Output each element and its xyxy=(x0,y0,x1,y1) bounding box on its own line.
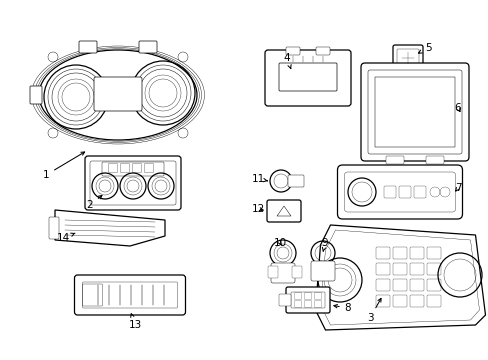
FancyBboxPatch shape xyxy=(270,263,294,283)
FancyBboxPatch shape xyxy=(139,41,157,53)
FancyBboxPatch shape xyxy=(266,200,301,222)
FancyBboxPatch shape xyxy=(79,41,97,53)
Text: 10: 10 xyxy=(273,238,286,248)
Text: 6: 6 xyxy=(454,103,460,113)
FancyBboxPatch shape xyxy=(30,86,42,104)
Text: 5: 5 xyxy=(418,43,430,53)
FancyBboxPatch shape xyxy=(264,50,350,106)
Text: 8: 8 xyxy=(333,303,350,313)
Text: 7: 7 xyxy=(454,183,460,193)
FancyBboxPatch shape xyxy=(425,156,443,164)
FancyBboxPatch shape xyxy=(49,217,59,239)
FancyBboxPatch shape xyxy=(85,156,181,210)
FancyBboxPatch shape xyxy=(279,294,290,306)
FancyBboxPatch shape xyxy=(337,165,462,219)
FancyBboxPatch shape xyxy=(360,63,468,161)
FancyBboxPatch shape xyxy=(287,175,304,187)
Text: 9: 9 xyxy=(321,238,327,251)
FancyBboxPatch shape xyxy=(94,77,142,111)
FancyBboxPatch shape xyxy=(385,156,403,164)
Text: 2: 2 xyxy=(86,195,102,210)
FancyBboxPatch shape xyxy=(315,47,329,55)
Text: 3: 3 xyxy=(366,298,380,323)
FancyBboxPatch shape xyxy=(267,266,278,278)
Text: 12: 12 xyxy=(251,204,264,214)
Text: 1: 1 xyxy=(42,152,84,180)
FancyBboxPatch shape xyxy=(392,45,422,71)
FancyBboxPatch shape xyxy=(291,266,302,278)
FancyBboxPatch shape xyxy=(74,275,185,315)
Text: 13: 13 xyxy=(128,314,142,330)
Text: 4: 4 xyxy=(283,53,290,69)
FancyBboxPatch shape xyxy=(310,261,334,281)
Text: 14: 14 xyxy=(56,233,75,243)
FancyBboxPatch shape xyxy=(285,287,329,313)
FancyBboxPatch shape xyxy=(285,47,299,55)
Text: 11: 11 xyxy=(251,174,267,184)
